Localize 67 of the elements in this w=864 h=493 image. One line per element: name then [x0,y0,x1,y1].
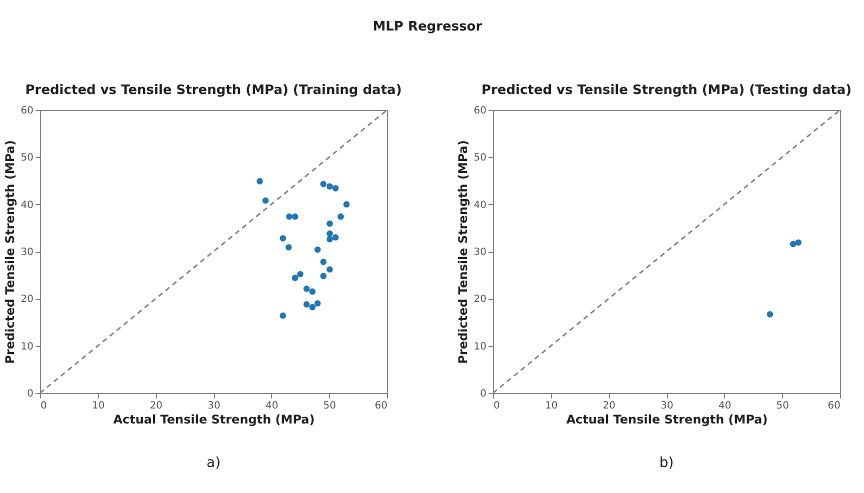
text: MLP Regressor [372,20,483,34]
point [326,236,333,242]
point [338,213,344,220]
y-tick-label: 60 [20,106,34,116]
x-tick-label: 20 [602,400,616,412]
x-tick-label: 0 [494,400,500,412]
point [303,286,310,292]
point [256,178,263,184]
point [280,235,286,242]
point [790,240,796,248]
y-tick-label: 40 [474,200,486,211]
x-tick-label: 10 [92,400,105,412]
point [320,272,327,280]
y-tick-label: 10 [474,341,486,352]
text: a) [206,455,221,471]
y-tick-label: 30 [20,247,34,258]
y-tick-label: 20 [474,294,486,306]
point [320,180,327,188]
x-tick-label: 20 [150,400,163,412]
point [326,266,333,273]
point [343,201,350,208]
y-axis-title: Predicted Tensile Strength (MPa) [456,140,470,364]
point [332,234,339,241]
point [314,246,321,253]
x-tick-label: 0 [40,400,47,412]
y-axis-title: Predicted Tensile Strength (MPa) [2,140,17,364]
y-tick-label: 50 [474,152,486,164]
x-tick-label: 60 [374,400,388,412]
point [326,230,333,237]
x-tick-label: 30 [660,400,674,412]
x-axis-title: Actual Tensile Strength (MPa) [113,412,315,426]
point [286,244,292,250]
y-tick-label: 50 [20,152,34,164]
text: b) [659,455,674,471]
y-tick-label: 30 [474,247,486,258]
point [309,288,316,295]
point [297,270,304,278]
chart-title: Predicted vs Tensile Strength (MPa) (Testing data) [481,83,852,98]
point [320,258,327,266]
y-tick-label: 60 [474,106,486,116]
point [292,213,298,220]
x-tick-label: 40 [265,400,278,412]
x-tick-label: 10 [544,400,558,412]
x-tick-label: 50 [776,400,790,412]
point [766,311,774,318]
chart-title: Predicted vs Tensile Strength (MPa) (Training data) [25,83,402,98]
point [326,183,333,190]
y-tick-label: 10 [20,341,34,352]
x-axis-title: Actual Tensile Strength (MPa) [566,412,768,426]
x-tick-label: 30 [208,400,220,412]
y-tick-label: 0 [480,388,486,400]
point [332,185,339,192]
x-tick-label: 60 [828,400,840,412]
point [795,239,802,246]
point [280,312,286,319]
point [262,197,269,204]
y-tick-label: 0 [27,388,34,400]
point [309,304,316,310]
x-tick-label: 40 [718,400,732,412]
point [303,301,310,308]
point [314,300,321,307]
point [326,220,333,227]
x-tick-label: 50 [323,400,336,412]
y-tick-label: 20 [20,294,34,306]
point [292,274,298,282]
point [286,213,292,220]
y-tick-label: 40 [20,200,34,211]
